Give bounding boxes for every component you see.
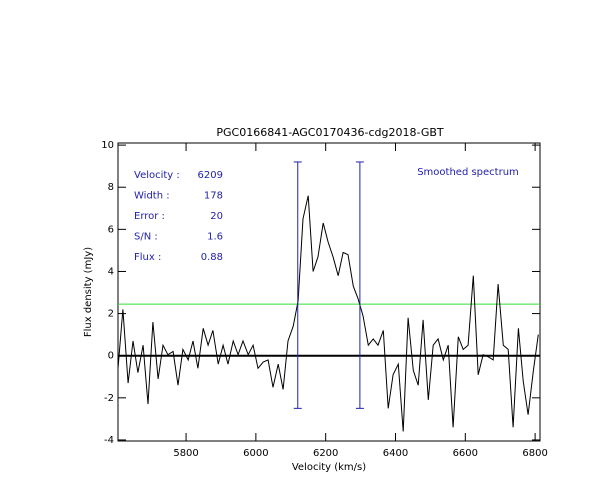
- chart-title: PGC0166841-AGC0170436-cdg2018-GBT: [216, 126, 443, 139]
- y-tick-label: 2: [108, 309, 114, 320]
- y-tick-label: 8: [108, 182, 114, 193]
- y-tick-label: 0: [108, 351, 114, 362]
- x-tick-label: 6400: [383, 448, 408, 459]
- stat-value: 6209: [198, 170, 223, 181]
- stat-label: Flux :: [134, 252, 161, 263]
- y-tick-label: 6: [108, 224, 114, 235]
- x-tick-label: 6200: [313, 448, 338, 459]
- y-tick-label: 4: [108, 266, 114, 277]
- annotation: Smoothed spectrum: [417, 167, 519, 178]
- y-tick-label: -2: [104, 393, 114, 404]
- x-axis-label: Velocity (km/s): [292, 462, 366, 473]
- stat-value: 20: [210, 211, 223, 222]
- stat-label: Error :: [134, 211, 165, 222]
- plot-frame: [117, 142, 541, 442]
- stat-label: Width :: [134, 191, 170, 202]
- stat-value: 0.88: [201, 252, 223, 263]
- y-tick-label: -4: [104, 435, 114, 446]
- y-axis-label: Flux density (mJy): [83, 247, 94, 337]
- spectrum-line: [117, 195, 539, 432]
- stat-label: Velocity :: [134, 170, 180, 181]
- stat-value: 178: [204, 191, 223, 202]
- x-tick-label: 6600: [453, 448, 478, 459]
- x-tick-label: 6000: [243, 448, 268, 459]
- stat-label: S/N :: [134, 232, 158, 243]
- y-tick-label: 10: [101, 140, 114, 151]
- stat-value: 1.6: [207, 232, 223, 243]
- x-tick-label: 6800: [522, 448, 547, 459]
- x-tick-label: 5800: [173, 448, 198, 459]
